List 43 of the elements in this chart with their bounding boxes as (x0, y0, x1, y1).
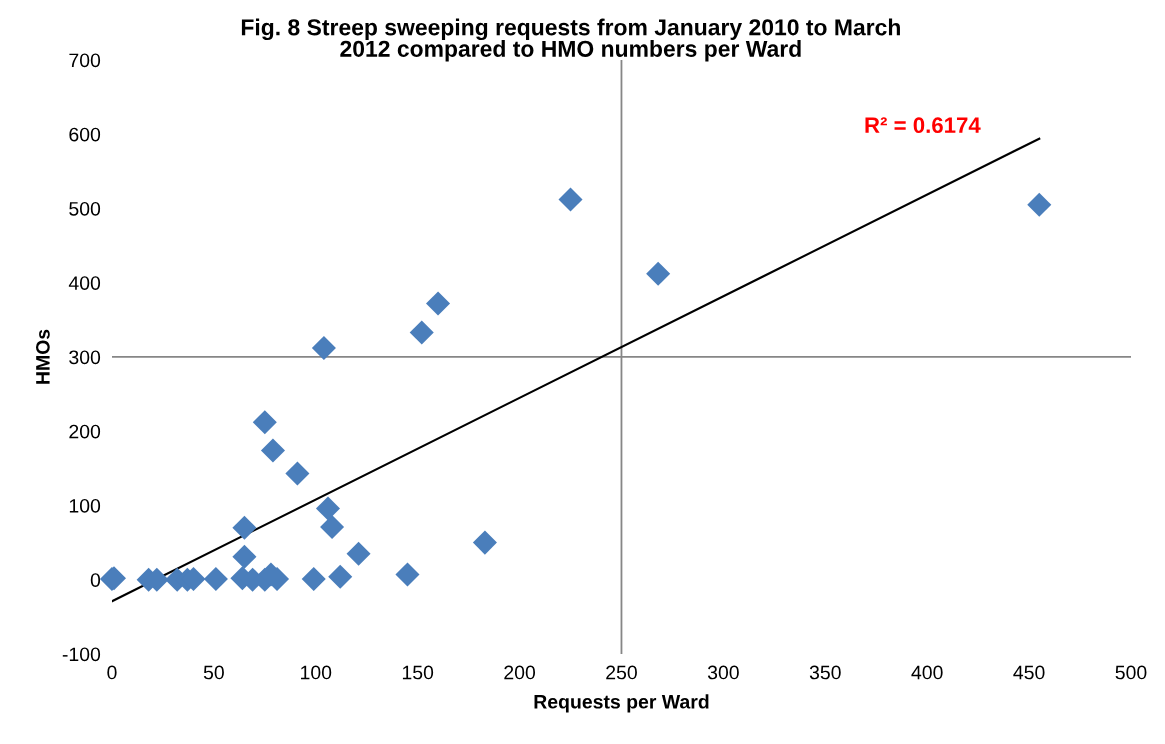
x-tick-label: 0 (107, 665, 117, 680)
point (232, 544, 257, 569)
y-tick-label: 0 (90, 573, 101, 587)
x-tick-label: 200 (504, 665, 536, 680)
point (260, 438, 285, 463)
y-tick-label: 500 (69, 201, 101, 216)
x-tick-label: 350 (809, 665, 841, 680)
y-tick-label: 400 (68, 276, 101, 290)
y-tick-label: 100 (69, 498, 101, 513)
point (285, 461, 310, 486)
y-tick-label: -100 (62, 647, 101, 662)
point (409, 320, 434, 345)
y-tick-label: 700 (69, 53, 101, 68)
point (252, 410, 277, 435)
point (232, 515, 257, 540)
point (315, 496, 341, 521)
y-axis-title: HMOs (35, 329, 50, 384)
point (426, 291, 451, 316)
x-tick-label: 500 (1115, 665, 1147, 680)
point (203, 566, 228, 592)
point (320, 514, 345, 540)
point (472, 530, 497, 555)
point (395, 562, 420, 587)
x-tick-label: 300 (707, 665, 739, 680)
point (311, 336, 336, 361)
x-axis-title: Requests per Ward (534, 694, 709, 713)
annotation: R² = 0.6174 (865, 117, 981, 134)
point (1027, 192, 1052, 217)
x-tick-label: 250 (606, 665, 637, 680)
point (328, 564, 353, 589)
x-tick-label: 450 (1013, 665, 1045, 680)
x-tick-label: 400 (911, 665, 943, 680)
point (346, 541, 371, 566)
x-tick-label: 150 (402, 665, 434, 680)
chart-title: Fig. 8 Streep sweeping requests from January 2010 to March 2012 compared to HMO numbers per Ward (241, 18, 900, 62)
x-tick-label: 50 (203, 665, 224, 680)
point (558, 187, 583, 212)
y-tick-label: 600 (69, 127, 101, 142)
point (646, 261, 671, 286)
y-tick-label: 200 (69, 424, 101, 439)
y-tick-label: 300 (69, 350, 101, 365)
x-tick-label: 100 (301, 665, 332, 680)
point (301, 566, 326, 592)
